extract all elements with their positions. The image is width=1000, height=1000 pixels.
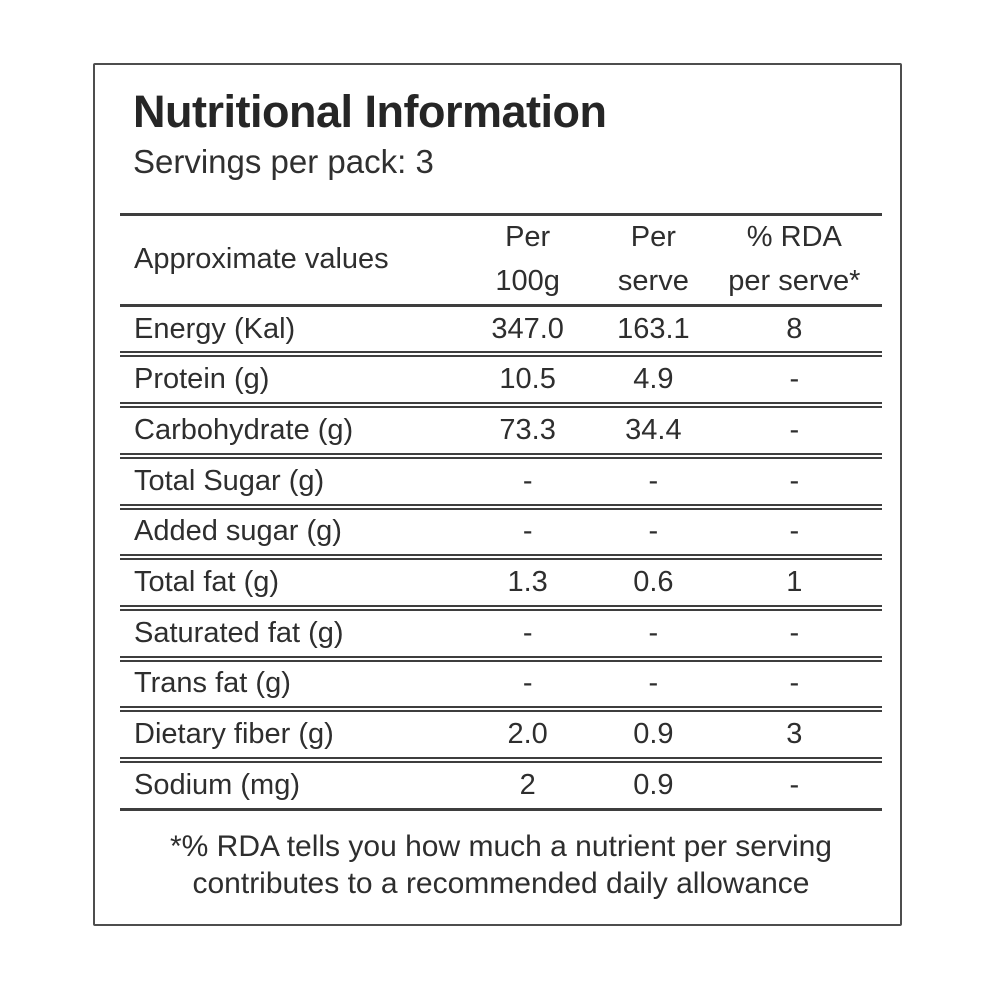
rda-cell: 8 bbox=[786, 312, 803, 345]
rda-cell: 3 bbox=[786, 718, 803, 751]
table-row-protein: Protein (g) 10.5 4.9 - bbox=[120, 357, 882, 402]
rda-footnote: *% RDA tells you how much a nutrient per… bbox=[120, 828, 882, 902]
rda-cell: - bbox=[789, 667, 800, 700]
header-per-100g-line2: 100g bbox=[495, 264, 560, 297]
per-serve-cell: - bbox=[648, 515, 659, 548]
nutrition-label: Nutritional Information Servings per pac… bbox=[93, 63, 902, 926]
nutrient-name-cell: Saturated fat (g) bbox=[134, 616, 344, 649]
per-serve-cell: 163.1 bbox=[617, 312, 690, 345]
table-row-carbohydrate: Carbohydrate (g) 73.3 34.4 - bbox=[120, 408, 882, 453]
nutrient-name-cell: Protein (g) bbox=[134, 363, 270, 396]
per-100g-cell: 1.3 bbox=[507, 566, 548, 599]
per-serve-cell: 0.9 bbox=[633, 768, 674, 801]
table-row-sodium: Sodium (mg) 2 0.9 - bbox=[120, 763, 882, 808]
header-approximate-values: Approximate values bbox=[134, 243, 389, 276]
table-row-total-fat: Total fat (g) 1.3 0.6 1 bbox=[120, 560, 882, 605]
per-100g-cell: - bbox=[522, 515, 533, 548]
rda-footnote-line1: *% RDA tells you how much a nutrient per… bbox=[170, 829, 832, 863]
per-serve-cell: 4.9 bbox=[633, 363, 674, 396]
nutrient-name-cell: Carbohydrate (g) bbox=[134, 414, 354, 447]
nutrient-name-cell: Added sugar (g) bbox=[134, 515, 342, 548]
per-100g-cell: 10.5 bbox=[499, 363, 556, 396]
nutrient-name-cell: Total fat (g) bbox=[134, 566, 280, 599]
header-per-serve-line1: Per bbox=[630, 221, 676, 254]
per-serve-cell: 0.6 bbox=[633, 566, 674, 599]
table-row-total-sugar: Total Sugar (g) - - - bbox=[120, 459, 882, 504]
header-per-serve: Per serve bbox=[600, 216, 707, 303]
row-separator bbox=[120, 503, 882, 510]
row-separator bbox=[120, 452, 882, 459]
table-bottom-rule bbox=[120, 807, 882, 811]
rda-cell: - bbox=[789, 414, 800, 447]
nutrient-name-cell: Sodium (mg) bbox=[134, 768, 300, 801]
per-100g-cell: - bbox=[522, 464, 533, 497]
table-row-added-sugar: Added sugar (g) - - - bbox=[120, 510, 882, 555]
per-100g-cell: - bbox=[522, 616, 533, 649]
row-separator bbox=[120, 655, 882, 662]
header-rda-line2: per serve* bbox=[728, 264, 861, 297]
nutrient-name-cell: Dietary fiber (g) bbox=[134, 718, 334, 751]
per-serve-cell: - bbox=[648, 464, 659, 497]
row-separator bbox=[120, 554, 882, 561]
header-rda-line1: % RDA bbox=[746, 221, 842, 254]
table-top-rule bbox=[120, 212, 882, 216]
nutrient-name-cell: Energy (Kal) bbox=[134, 312, 296, 345]
rda-cell: - bbox=[789, 616, 800, 649]
rda-cell: - bbox=[789, 464, 800, 497]
nutrient-name-cell: Total Sugar (g) bbox=[134, 464, 325, 497]
per-serve-cell: 0.9 bbox=[633, 718, 674, 751]
per-100g-cell: 2 bbox=[519, 768, 536, 801]
page-title: Nutritional Information bbox=[133, 86, 607, 137]
rda-footnote-line2: contributes to a recommended daily allow… bbox=[192, 866, 810, 900]
row-separator bbox=[120, 402, 882, 409]
table-row-dietary-fiber: Dietary fiber (g) 2.0 0.9 3 bbox=[120, 712, 882, 757]
table-header-row: Approximate values Per 100g Per serve % … bbox=[120, 216, 882, 304]
per-serve-cell: - bbox=[648, 616, 659, 649]
row-separator bbox=[120, 351, 882, 358]
table-row-trans-fat: Trans fat (g) - - - bbox=[120, 662, 882, 707]
nutrition-table: Approximate values Per 100g Per serve % … bbox=[120, 212, 882, 811]
header-per-100g-line1: Per bbox=[505, 221, 551, 254]
per-serve-cell: - bbox=[648, 667, 659, 700]
per-serve-cell: 34.4 bbox=[625, 414, 682, 447]
header-rda-per-serve: % RDA per serve* bbox=[707, 216, 882, 303]
rda-cell: 1 bbox=[786, 566, 803, 599]
header-per-100g: Per 100g bbox=[455, 216, 600, 303]
row-separator bbox=[120, 706, 882, 713]
rda-cell: - bbox=[789, 515, 800, 548]
table-row-energy: Energy (Kal) 347.0 163.1 8 bbox=[120, 307, 882, 352]
per-100g-cell: 347.0 bbox=[491, 312, 564, 345]
rda-cell: - bbox=[789, 363, 800, 396]
label-content: Nutritional Information Servings per pac… bbox=[95, 65, 900, 902]
servings-per-pack: Servings per pack: 3 bbox=[133, 142, 434, 180]
rda-cell: - bbox=[789, 768, 800, 801]
per-100g-cell: 2.0 bbox=[507, 718, 548, 751]
table-row-saturated-fat: Saturated fat (g) - - - bbox=[120, 611, 882, 656]
row-separator bbox=[120, 604, 882, 611]
nutrient-name-cell: Trans fat (g) bbox=[134, 667, 291, 700]
row-separator bbox=[120, 756, 882, 763]
per-100g-cell: - bbox=[522, 667, 533, 700]
per-100g-cell: 73.3 bbox=[499, 414, 556, 447]
header-bottom-rule bbox=[120, 303, 882, 307]
header-per-serve-line2: serve bbox=[617, 264, 689, 297]
